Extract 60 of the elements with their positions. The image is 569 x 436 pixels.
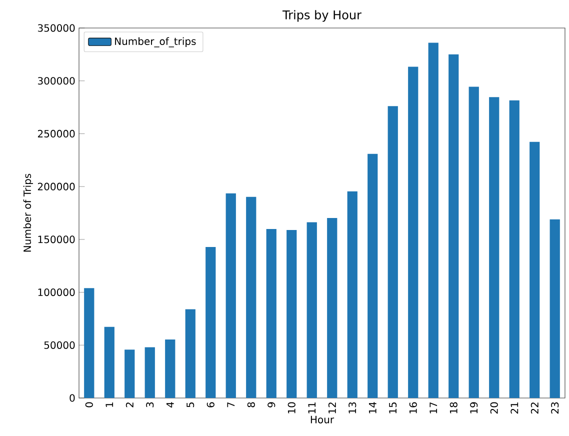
bar xyxy=(84,288,94,398)
bar xyxy=(226,193,236,398)
bar xyxy=(306,222,317,398)
bar xyxy=(368,154,378,398)
bar xyxy=(206,247,216,398)
bar xyxy=(144,347,155,398)
x-tick-label: 17 xyxy=(430,402,438,414)
x-tick-label: 6 xyxy=(206,402,214,408)
x-tick-label: 8 xyxy=(247,402,255,408)
x-tick-label: 12 xyxy=(328,402,336,414)
x-tick-label: 20 xyxy=(490,402,498,414)
x-tick-label: 10 xyxy=(288,402,296,414)
bar xyxy=(246,196,256,398)
x-tick-label: 23 xyxy=(551,402,559,414)
y-axis-title: Number of Trips xyxy=(23,174,33,252)
x-tick-label: 21 xyxy=(510,402,518,414)
y-tick-label: 0 xyxy=(70,394,75,402)
bar xyxy=(124,350,135,398)
x-tick-label: 11 xyxy=(308,402,316,414)
x-tick-label: 5 xyxy=(186,402,194,408)
bar xyxy=(509,100,520,398)
x-tick-label: 19 xyxy=(470,402,478,414)
x-tick-label: 4 xyxy=(166,402,174,408)
x-tick-label: 9 xyxy=(268,402,276,408)
chart-title: Trips by Hour xyxy=(282,10,362,22)
x-tick-label: 13 xyxy=(348,402,356,414)
bar xyxy=(428,42,438,398)
bar xyxy=(468,86,479,398)
bar xyxy=(448,54,459,398)
y-tick-label: 200000 xyxy=(38,182,75,190)
y-tick-label: 150000 xyxy=(38,236,75,244)
x-axis-title: Hour xyxy=(310,416,334,424)
x-tick-label: 15 xyxy=(389,402,397,414)
x-tick-label: 18 xyxy=(450,402,458,414)
bar xyxy=(408,66,418,398)
y-tick-label: 350000 xyxy=(38,24,75,32)
bar xyxy=(347,191,358,398)
bar xyxy=(185,309,196,398)
x-tick-label: 0 xyxy=(85,402,93,408)
y-tick-label: 300000 xyxy=(38,77,75,85)
bar xyxy=(388,106,398,398)
bar xyxy=(327,218,338,398)
bar xyxy=(286,230,297,398)
bar xyxy=(550,219,560,398)
x-tick-label: 1 xyxy=(106,402,114,407)
bar xyxy=(165,340,176,398)
x-tick-label: 16 xyxy=(409,402,417,414)
y-tick-label: 50000 xyxy=(44,341,75,349)
bar xyxy=(104,326,114,398)
legend-label: Number_of_trips xyxy=(115,37,196,48)
bar xyxy=(266,229,276,398)
y-tick-label: 250000 xyxy=(38,130,75,138)
bar xyxy=(489,97,500,398)
x-tick-label: 14 xyxy=(368,402,376,414)
x-tick-label: 2 xyxy=(126,402,134,408)
x-tick-label: 7 xyxy=(227,402,235,408)
x-tick-label: 22 xyxy=(530,402,538,414)
x-tick-label: 3 xyxy=(146,402,154,408)
y-tick-label: 100000 xyxy=(38,288,75,296)
bar xyxy=(530,142,540,398)
